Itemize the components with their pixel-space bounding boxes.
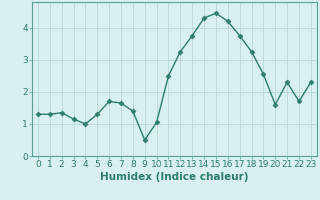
X-axis label: Humidex (Indice chaleur): Humidex (Indice chaleur) [100,172,249,182]
